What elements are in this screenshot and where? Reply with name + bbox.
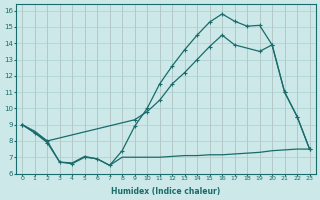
X-axis label: Humidex (Indice chaleur): Humidex (Indice chaleur) <box>111 187 220 196</box>
